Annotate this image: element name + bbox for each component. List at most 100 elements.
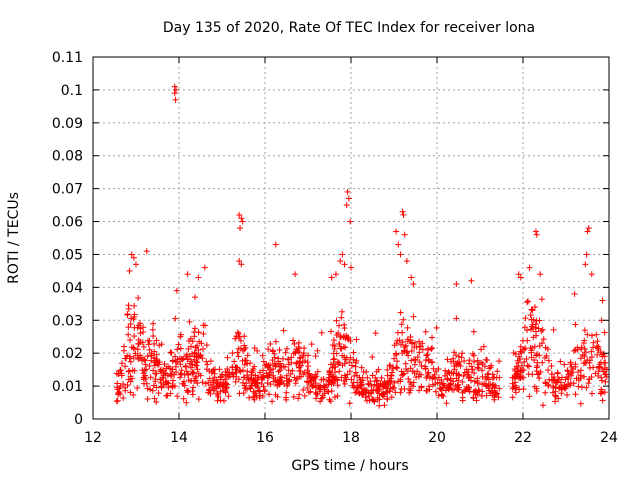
data-point — [426, 386, 433, 393]
data-point — [240, 374, 247, 381]
data-point — [548, 371, 555, 378]
data-point — [465, 368, 472, 375]
data-point — [194, 342, 201, 349]
data-point — [564, 391, 571, 398]
data-point — [540, 402, 547, 409]
data-point — [350, 349, 357, 356]
data-point — [291, 374, 298, 381]
data-point — [455, 353, 462, 360]
data-point — [375, 366, 382, 373]
data-point — [408, 340, 415, 347]
y-tick-label: 0.11 — [52, 50, 83, 66]
data-point — [415, 373, 422, 380]
data-point — [353, 388, 360, 395]
data-point — [455, 361, 462, 368]
data-point — [170, 377, 177, 384]
data-point — [392, 350, 399, 357]
data-point — [598, 386, 605, 393]
data-point — [192, 350, 199, 357]
data-point — [524, 327, 531, 334]
data-point — [271, 360, 278, 367]
data-point — [135, 294, 142, 301]
data-point — [235, 353, 242, 360]
data-point — [165, 380, 172, 387]
data-point — [246, 394, 253, 401]
data-point — [577, 355, 584, 362]
data-point — [526, 264, 533, 271]
data-point — [282, 394, 289, 401]
data-point — [150, 367, 157, 374]
data-point — [114, 386, 121, 393]
data-point — [575, 377, 582, 384]
data-point — [346, 400, 353, 407]
data-point — [567, 359, 574, 366]
data-point — [127, 373, 134, 380]
data-point — [207, 381, 214, 388]
y-tick-label: 0.03 — [52, 313, 83, 329]
data-point — [529, 345, 536, 352]
data-point — [348, 362, 355, 369]
data-point — [282, 349, 289, 356]
data-point — [195, 396, 202, 403]
data-point — [438, 391, 445, 398]
data-point — [275, 355, 282, 362]
data-point — [453, 281, 460, 288]
data-point — [253, 393, 260, 400]
data-point — [121, 343, 128, 350]
data-point — [384, 366, 391, 373]
data-point — [542, 344, 549, 351]
data-point — [401, 386, 408, 393]
data-point — [137, 325, 144, 332]
data-point — [526, 393, 533, 400]
data-point — [521, 358, 528, 365]
data-point — [402, 342, 409, 349]
data-point — [220, 397, 227, 404]
data-point — [536, 352, 543, 359]
data-point — [200, 322, 207, 329]
data-point — [478, 346, 485, 353]
data-point — [558, 390, 565, 397]
data-point — [330, 374, 337, 381]
data-point — [584, 357, 591, 364]
data-point — [155, 390, 162, 397]
data-point — [191, 325, 198, 332]
data-point — [247, 376, 254, 383]
data-point — [234, 329, 241, 336]
data-point — [285, 356, 292, 363]
data-point — [114, 380, 121, 387]
data-point — [390, 365, 397, 372]
data-point — [254, 347, 261, 354]
data-point — [336, 340, 343, 347]
data-point — [512, 389, 519, 396]
data-point — [423, 352, 430, 359]
data-point — [353, 336, 360, 343]
data-point — [151, 359, 158, 366]
data-point — [581, 337, 588, 344]
data-point — [580, 373, 587, 380]
data-point — [539, 326, 546, 333]
data-point — [157, 368, 164, 375]
data-point — [524, 362, 531, 369]
data-point — [195, 329, 202, 336]
data-point — [384, 372, 391, 379]
data-point — [222, 389, 229, 396]
data-point — [442, 367, 449, 374]
data-point — [229, 350, 236, 357]
data-point — [588, 348, 595, 355]
data-point — [463, 385, 470, 392]
data-point — [387, 380, 394, 387]
data-point — [556, 384, 563, 391]
data-point — [536, 375, 543, 382]
data-point — [384, 396, 391, 403]
data-point — [336, 368, 343, 375]
data-point — [435, 392, 442, 399]
data-point — [147, 386, 154, 393]
data-point — [496, 374, 503, 381]
data-point — [312, 389, 319, 396]
data-point — [202, 380, 209, 387]
data-point — [444, 384, 451, 391]
data-point — [134, 352, 141, 359]
data-point — [288, 359, 295, 366]
data-point — [433, 324, 440, 331]
data-point — [169, 357, 176, 364]
